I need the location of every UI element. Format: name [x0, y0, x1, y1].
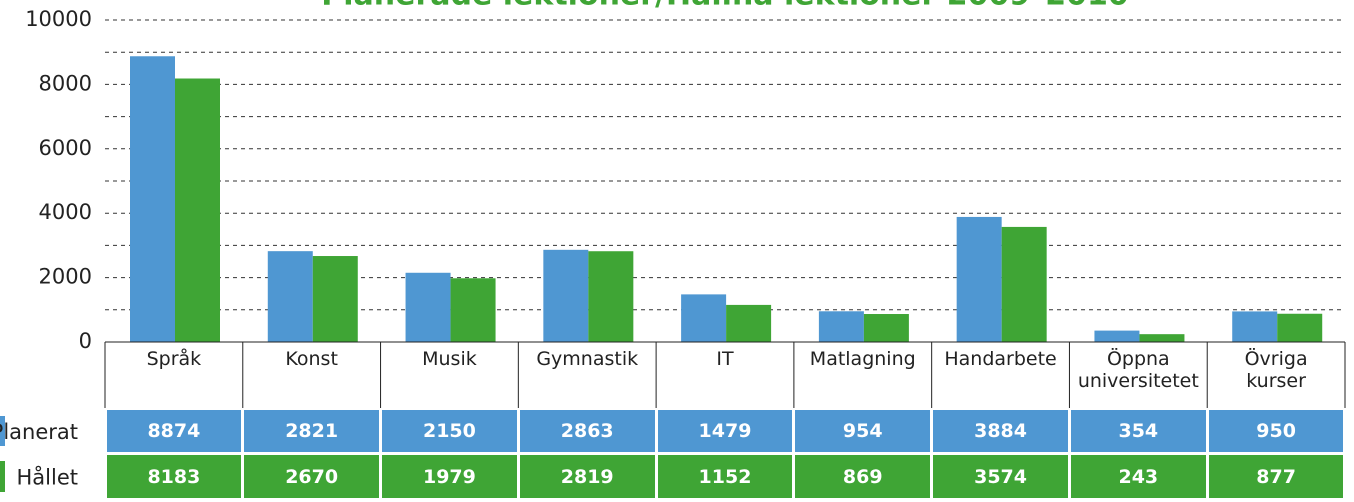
- table-value: 3574: [933, 455, 1068, 498]
- bar: [726, 304, 772, 342]
- bar: [588, 251, 634, 342]
- x-tick-label: Musik: [422, 348, 477, 370]
- table-value: 877: [1208, 455, 1344, 498]
- bar: [175, 78, 220, 343]
- table-value: 1152: [657, 455, 793, 498]
- y-tick-label: 6000: [39, 136, 92, 160]
- x-tick-label: Gymnastik: [536, 348, 639, 370]
- y-tick-label: 8000: [39, 71, 92, 95]
- bar: [956, 216, 1002, 342]
- table-value: 243: [1070, 455, 1206, 498]
- bar: [1139, 334, 1185, 342]
- bar: [863, 314, 909, 342]
- bar: [818, 311, 864, 342]
- x-tick-label: Övriga kurser: [1244, 348, 1308, 392]
- legend-label: Hållet: [17, 465, 78, 490]
- y-tick-label: 2000: [39, 265, 92, 289]
- x-tick-label: Öppna universitetet: [1077, 348, 1199, 392]
- table-value: 8874: [106, 410, 242, 452]
- table-value: 954: [795, 410, 931, 452]
- legend-label: Planerat: [0, 420, 78, 444]
- table-value: 2670: [244, 455, 380, 498]
- x-tick-label: IT: [716, 348, 734, 370]
- x-tick-label: Konst: [285, 348, 338, 370]
- table-value: 2819: [519, 455, 655, 498]
- table-value: 869: [795, 455, 931, 498]
- legend-key: [0, 461, 5, 492]
- bar: [1277, 313, 1323, 342]
- table-value: 2863: [519, 410, 655, 452]
- y-tick-label: 4000: [39, 200, 92, 224]
- x-tick-label: Matlagning: [809, 348, 916, 370]
- table-value: 1479: [657, 410, 793, 452]
- bar: [1232, 311, 1278, 342]
- table-value: 8183: [106, 455, 242, 498]
- y-tick-label: 0: [79, 329, 92, 353]
- bar: [405, 272, 451, 342]
- bar: [312, 256, 358, 342]
- bar: [543, 249, 589, 342]
- bar: [450, 278, 496, 342]
- x-tick-label: Handarbete: [944, 348, 1057, 370]
- bar: [130, 56, 175, 342]
- y-tick-label: 10000: [25, 7, 92, 31]
- table-value: 1979: [382, 455, 517, 498]
- table-value: 2821: [244, 410, 380, 452]
- bar: [1001, 226, 1047, 342]
- table-value: 3884: [933, 410, 1068, 452]
- chart-title: Planerade lektioner/Hållna lektioner 200…: [321, 0, 1129, 13]
- bar: [681, 294, 727, 342]
- table-value: 354: [1070, 410, 1206, 452]
- legend-key: [0, 416, 5, 446]
- bar: [1094, 330, 1140, 342]
- bar: [267, 251, 313, 342]
- table-value: 950: [1208, 410, 1344, 452]
- table-value: 2150: [382, 410, 517, 452]
- x-tick-label: Språk: [146, 348, 202, 370]
